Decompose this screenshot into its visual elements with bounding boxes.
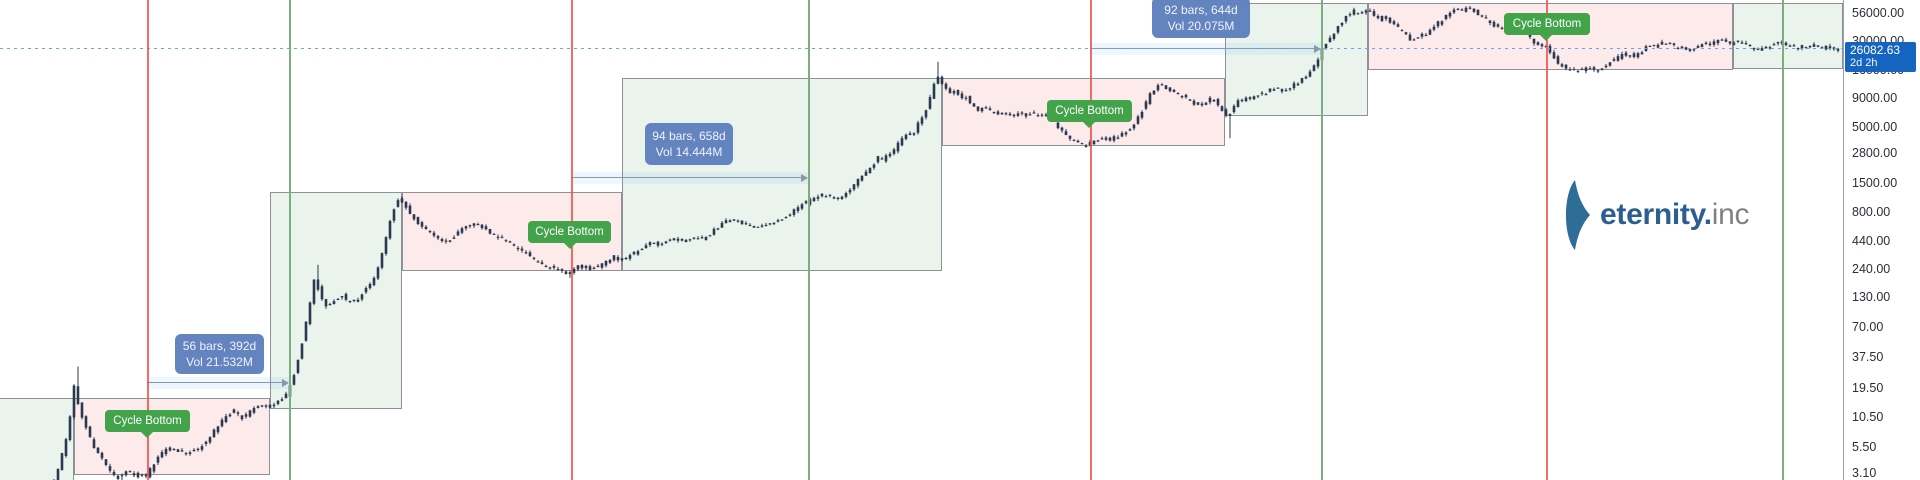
logo-text: eternity.inc bbox=[1600, 198, 1750, 232]
price-axis-tick: 70.00 bbox=[1852, 320, 1884, 334]
cycle-decline-box[interactable] bbox=[402, 192, 622, 271]
measure-arrow-head bbox=[282, 378, 289, 387]
cycle-advance-box[interactable] bbox=[622, 78, 942, 271]
cycle-bottom-label-pointer bbox=[140, 431, 154, 438]
price-axis[interactable]: 56000.0030000.0016000.009000.005000.0028… bbox=[1843, 0, 1920, 480]
bar-countdown: 2d 2h bbox=[1850, 57, 1878, 69]
candlestick-series bbox=[52, 5, 1840, 480]
price-axis-tick: 2800.00 bbox=[1852, 146, 1898, 160]
price-badge: 26082.63 2d 2h bbox=[1845, 42, 1916, 72]
logo-brand: eternity. bbox=[1600, 198, 1712, 231]
cycle-bottom-label[interactable]: Cycle Bottom bbox=[1504, 13, 1590, 41]
price-axis-tick: 130.00 bbox=[1852, 290, 1891, 304]
cycle-bottom-line[interactable] bbox=[147, 0, 149, 480]
last-price-value: 26082.63 bbox=[1850, 43, 1901, 57]
range-info-line: Vol 21.532M bbox=[186, 355, 253, 369]
cycle-advance-box[interactable] bbox=[0, 398, 74, 480]
cycle-bottom-label[interactable]: Cycle Bottom bbox=[105, 410, 190, 438]
cycle-bottom-label-pointer bbox=[563, 242, 577, 249]
cycle-bottom-line[interactable] bbox=[1546, 0, 1548, 480]
price-axis-tick: 37.50 bbox=[1852, 350, 1884, 364]
cycle-advance-box[interactable] bbox=[1733, 3, 1843, 69]
price-axis-tick: 19.50 bbox=[1852, 381, 1884, 395]
cycle-advance-box[interactable] bbox=[270, 192, 402, 409]
cycle-bottom-label-pointer bbox=[1082, 121, 1096, 128]
price-axis-tick: 9000.00 bbox=[1852, 91, 1898, 105]
cycle-bottom-label[interactable]: Cycle Bottom bbox=[1047, 100, 1132, 128]
price-axis-tick: 3.10 bbox=[1852, 466, 1877, 480]
cycle-bottom-line[interactable] bbox=[1090, 0, 1092, 480]
price-axis-tick: 56000.00 bbox=[1852, 6, 1905, 20]
cycle-bottom-label-pointer bbox=[1539, 34, 1553, 41]
logo-suffix: inc bbox=[1711, 198, 1750, 231]
logo-eternity-inc: eternity.inc bbox=[1556, 180, 1750, 250]
price-axis-tick: 800.00 bbox=[1852, 205, 1891, 219]
range-info-line: 94 bars, 658d bbox=[652, 129, 726, 143]
measure-arrow-line[interactable] bbox=[147, 382, 284, 383]
measure-arrow-line[interactable] bbox=[571, 177, 803, 178]
price-axis-tick: 5.50 bbox=[1852, 440, 1877, 454]
measure-band bbox=[1090, 43, 1321, 55]
eternity-logo-icon bbox=[1566, 180, 1590, 250]
cycle-breakout-line[interactable] bbox=[289, 0, 291, 480]
range-info-line: Vol 20.075M bbox=[1167, 18, 1235, 33]
range-info-line: Vol 14.444M bbox=[655, 145, 723, 159]
range-info-line: 92 bars, 644d bbox=[1164, 2, 1238, 17]
cycle-breakout-line[interactable] bbox=[1321, 0, 1323, 480]
current-price-line bbox=[0, 48, 1843, 49]
price-axis-tick: 5000.00 bbox=[1852, 120, 1898, 134]
cycle-breakout-line[interactable] bbox=[808, 0, 810, 480]
chart-pane[interactable]: Cycle Bottom Cycle Bottom Cycle Bottom Cycl… bbox=[0, 0, 1843, 480]
cycle-breakout-line[interactable] bbox=[1782, 0, 1784, 480]
cycle-bottom-label[interactable]: Cycle Bottom bbox=[528, 221, 611, 249]
range-info-box[interactable]: 94 bars, 658d Vol 14.444M bbox=[645, 123, 733, 165]
price-axis-tick: 240.00 bbox=[1852, 262, 1891, 276]
measure-arrow-head bbox=[801, 173, 808, 182]
price-axis-tick: 1500.00 bbox=[1852, 176, 1898, 190]
range-info-line: 56 bars, 392d bbox=[182, 339, 257, 353]
range-info-box[interactable]: 56 bars, 392d Vol 21.532M bbox=[175, 334, 264, 374]
range-info-box[interactable]: 92 bars, 644d Vol 20.075M bbox=[1152, 0, 1250, 38]
price-axis-tick: 440.00 bbox=[1852, 234, 1891, 248]
price-axis-tick: 10.50 bbox=[1852, 410, 1884, 424]
measure-band bbox=[147, 377, 289, 389]
measure-band bbox=[571, 172, 808, 184]
